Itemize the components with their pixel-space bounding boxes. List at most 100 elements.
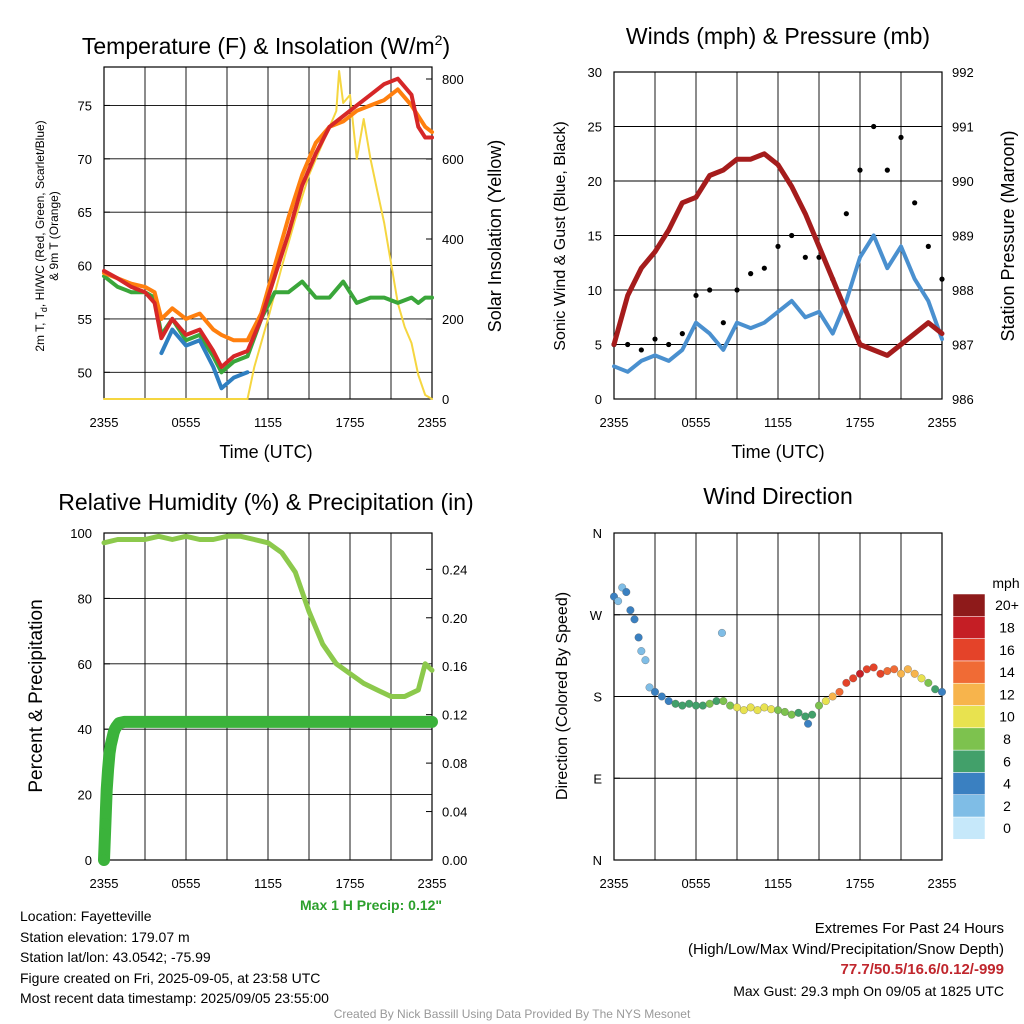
pressure-y2-tick-label: 986	[952, 392, 974, 407]
winds-y-tick-label: 30	[588, 65, 602, 80]
winds-y-tick-label: 20	[588, 174, 602, 189]
colorbar-label: 20+	[995, 597, 1019, 613]
wind-gust-point	[884, 167, 890, 173]
direction-y-tick-label: N	[593, 526, 602, 541]
wind-gust-point	[761, 265, 767, 271]
precip-point	[110, 721, 122, 733]
station-info: Location: Fayetteville Station elevation…	[20, 906, 329, 1009]
direction-y-tick-label: E	[593, 771, 602, 786]
direction-point	[801, 712, 810, 721]
colorbar-swatch	[952, 638, 986, 662]
direction-point	[849, 674, 858, 683]
direction-point	[641, 656, 650, 665]
wind-gust-point	[925, 243, 931, 249]
precip-y2-tick-label: 0.12	[442, 708, 467, 723]
wind-gust-point	[898, 134, 904, 140]
wind-gust-point	[666, 341, 672, 348]
direction-y-tick-label: N	[593, 853, 602, 868]
colorbar-label: 10	[999, 709, 1015, 725]
insolation-y2-tick-label: 800	[442, 72, 464, 87]
rh-y-tick-label: 60	[78, 657, 92, 672]
pressure-y2-tick-label: 987	[952, 338, 974, 353]
temp-frame	[103, 66, 433, 400]
max-gust-text: Max Gust: 29.3 mph On 09/05 at 1825 UTC	[733, 982, 1004, 999]
colorbar-label: 2	[1003, 798, 1011, 814]
wind-gust-point	[720, 320, 726, 326]
direction-point	[787, 710, 796, 719]
temp-x-tick-label: 2355	[418, 415, 447, 430]
winds-x-tick-label: 0555	[682, 415, 711, 430]
plot-layer: 2355 0555 1155 1755 235550556065707502004006…	[70, 65, 1019, 891]
temp-x-tick-label: 0555	[172, 415, 201, 430]
colorbar-label: 18	[999, 619, 1015, 635]
rh-y-tick-label: 20	[78, 788, 92, 803]
winds-y-tick-label: 10	[588, 283, 602, 298]
direction-point	[897, 669, 905, 678]
temperature-x-axis-label: Time (UTC)	[219, 442, 312, 462]
wind-gust-point	[802, 254, 808, 260]
colorbar-swatch	[952, 660, 986, 684]
direction-point	[869, 663, 878, 672]
direction-point	[692, 701, 700, 710]
colorbar-label: 12	[999, 686, 1015, 702]
direction-point	[890, 665, 899, 674]
colorbar-swatch	[952, 772, 986, 795]
latlon-text: Station lat/lon: 43.0542; -75.99	[20, 949, 211, 965]
humidity-y-axis-label: Percent & Precipitation	[26, 599, 47, 792]
created-text: Figure created on Fri, 2025-09-05, at 23…	[20, 969, 321, 986]
rh-y-tick-label: 100	[70, 526, 92, 541]
direction-point	[657, 692, 666, 701]
wind-gust-point	[857, 167, 863, 173]
winds-panel-title: Winds (mph) & Pressure (mb)	[626, 23, 930, 49]
temp-y-tick-label: 50	[78, 365, 92, 380]
temp-series-blue	[159, 327, 250, 391]
direction-point	[718, 628, 726, 637]
winds-x-tick-label: 2355	[928, 415, 957, 430]
max-precip-label: Max 1 H Precip: 0.12"	[300, 897, 443, 913]
temperature-y-axis-label: 2m T, Td, HI/WC (Red, Green, Scarlet/Blu…	[33, 120, 49, 351]
precip-y2-tick-label: 0.04	[442, 805, 467, 820]
direction-point	[726, 701, 735, 710]
direction-point	[671, 699, 680, 708]
precip-point	[98, 854, 110, 866]
winds-y-tick-label: 15	[588, 229, 602, 244]
pressure-y2-tick-label: 991	[952, 120, 974, 135]
direction-point	[705, 699, 714, 708]
rh-x-tick-label: 2355	[90, 876, 119, 891]
wind-speed-line	[612, 233, 944, 374]
wind-gust-point	[912, 200, 918, 206]
direction-point	[664, 697, 673, 705]
rh-x-tick-label: 1755	[336, 876, 365, 891]
direction-x-tick-label: 2355	[928, 876, 957, 891]
pressure-y2-tick-label: 988	[952, 283, 974, 298]
direction-point	[804, 719, 813, 728]
wind-gust-point	[652, 336, 658, 342]
direction-point	[626, 606, 635, 615]
rh-frame	[103, 532, 433, 861]
direction-point	[760, 703, 769, 712]
temperature-panel-title: Temperature (F) & Insolation (W/m2)	[82, 32, 450, 59]
humidity-line	[101, 533, 435, 699]
direction-point	[651, 688, 659, 696]
winds-y-tick-label: 5	[595, 338, 602, 353]
colorbar-swatch	[952, 682, 986, 706]
recent-data-text: Most recent data timestamp: 2025/09/05 2…	[20, 990, 329, 1006]
winds-y-tick-label: 25	[588, 120, 602, 135]
direction-point	[931, 685, 940, 694]
rh-x-tick-label: 2355	[418, 876, 447, 891]
temp-x-tick-label: 1755	[336, 415, 365, 430]
direction-point	[808, 710, 817, 719]
wind-gust-point	[734, 287, 740, 293]
colorbar-label: 14	[999, 664, 1015, 680]
wind-gust-point	[748, 271, 754, 277]
credit-text: Created By Nick Bassill Using Data Provi…	[333, 1007, 691, 1021]
rh-x-tick-label: 1155	[254, 876, 282, 891]
direction-point	[862, 665, 871, 674]
extremes-info: Extremes For Past 24 Hours (High/Low/Max…	[688, 919, 1004, 1001]
wind-direction-panel-title: Wind Direction	[703, 483, 853, 509]
wind-direction-y-axis-label: Direction (Colored By Speed)	[554, 592, 571, 800]
direction-point	[685, 699, 694, 708]
colorbar-label: 6	[1003, 753, 1011, 769]
direction-x-tick-label: 1155	[764, 876, 792, 891]
direction-point	[842, 678, 851, 687]
